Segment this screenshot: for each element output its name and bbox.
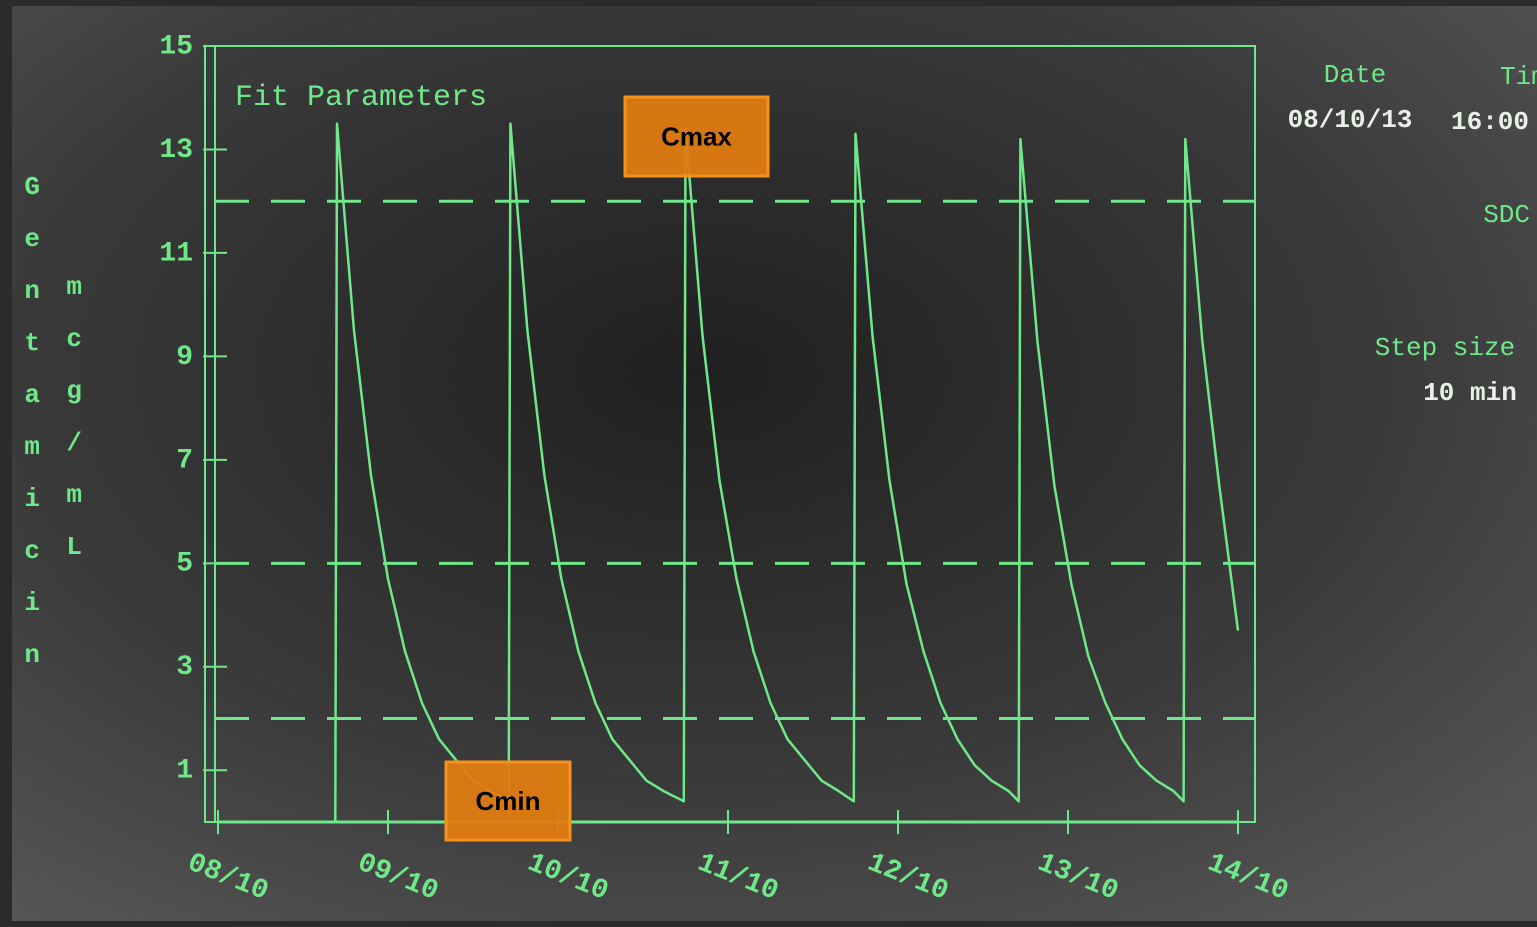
annotation: Cmax xyxy=(661,121,732,151)
time-value: 16:00 xyxy=(1451,107,1529,137)
y-tick-label: 9 xyxy=(176,342,193,373)
time-label: Time xyxy=(1500,62,1537,92)
y-tick-label: 7 xyxy=(176,445,193,476)
y-axis-unit: mcg/mL xyxy=(59,272,89,584)
screen-photo: Fit Parameters Gentamicin mcg/mL Date Ti… xyxy=(0,0,1537,927)
y-tick-label: 3 xyxy=(176,652,193,683)
chart-title: Fit Parameters xyxy=(235,81,487,115)
screen xyxy=(12,6,1537,921)
date-label: Date xyxy=(1324,60,1386,90)
date-value: 08/10/13 xyxy=(1288,105,1413,135)
step-size-label: Step size xyxy=(1375,333,1515,363)
y-tick-label: 1 xyxy=(176,756,193,787)
y-tick-label: 13 xyxy=(159,135,193,166)
y-axis-label: Gentamicin xyxy=(17,172,47,692)
step-size-value: 10 min xyxy=(1423,378,1517,408)
y-tick-label: 5 xyxy=(176,549,193,580)
y-tick-label: 11 xyxy=(159,238,193,269)
annotation: Cmin xyxy=(476,786,541,816)
y-tick-label: 15 xyxy=(159,31,193,62)
mode-label: SDC xyxy=(1483,200,1530,230)
